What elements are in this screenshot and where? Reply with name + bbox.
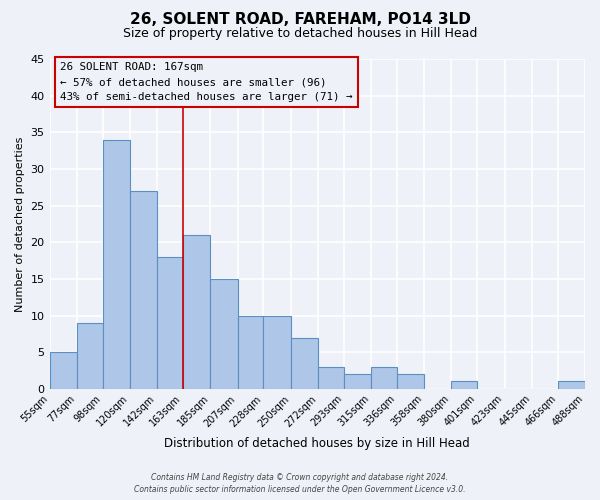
- Bar: [451, 382, 478, 389]
- Bar: [558, 382, 585, 389]
- Text: 26, SOLENT ROAD, FAREHAM, PO14 3LD: 26, SOLENT ROAD, FAREHAM, PO14 3LD: [130, 12, 470, 28]
- Bar: [103, 140, 130, 389]
- Text: Size of property relative to detached houses in Hill Head: Size of property relative to detached ho…: [123, 28, 477, 40]
- Y-axis label: Number of detached properties: Number of detached properties: [15, 136, 25, 312]
- X-axis label: Distribution of detached houses by size in Hill Head: Distribution of detached houses by size …: [164, 437, 470, 450]
- Bar: [318, 367, 344, 389]
- Bar: [397, 374, 424, 389]
- Bar: [77, 323, 103, 389]
- Bar: [183, 235, 211, 389]
- Bar: [238, 316, 263, 389]
- Bar: [263, 316, 290, 389]
- Bar: [211, 279, 238, 389]
- Bar: [50, 352, 77, 389]
- Bar: [290, 338, 318, 389]
- Bar: [371, 367, 397, 389]
- Text: 26 SOLENT ROAD: 167sqm
← 57% of detached houses are smaller (96)
43% of semi-det: 26 SOLENT ROAD: 167sqm ← 57% of detached…: [60, 62, 353, 102]
- Bar: [130, 191, 157, 389]
- Bar: [344, 374, 371, 389]
- Text: Contains HM Land Registry data © Crown copyright and database right 2024.
Contai: Contains HM Land Registry data © Crown c…: [134, 472, 466, 494]
- Bar: [157, 257, 183, 389]
